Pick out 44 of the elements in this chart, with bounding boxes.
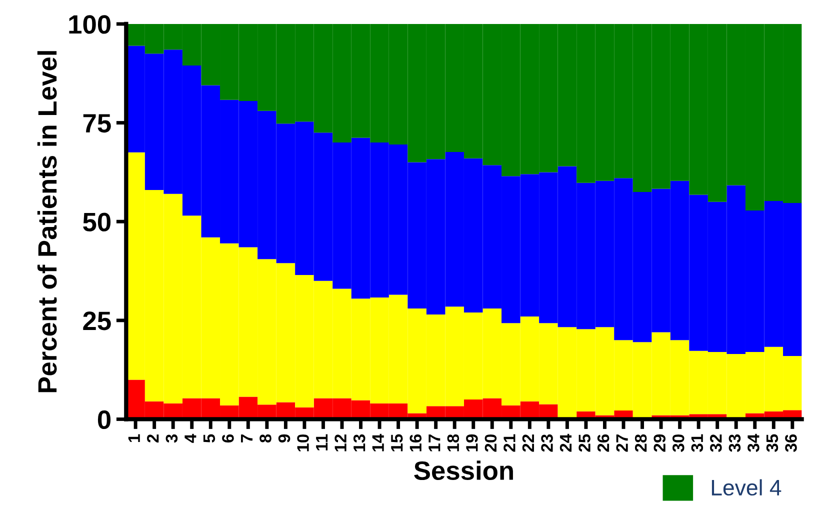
x-tick-label: 5	[203, 434, 216, 443]
x-tick-label: 30	[672, 434, 684, 452]
legend-label: Level 4	[712, 479, 782, 496]
x-tick-label: 26	[597, 434, 610, 452]
y-tick-label: 25	[83, 312, 111, 330]
x-tick-label: 34	[748, 434, 760, 452]
x-tick-label: 16	[410, 434, 422, 452]
x-tick-label: 8	[260, 434, 272, 443]
y-tick-label: 0	[98, 410, 111, 430]
x-tick-label: 1	[128, 434, 140, 442]
x-tick-label: 33	[728, 434, 741, 452]
x-tick-label: 10	[297, 434, 309, 452]
x-tick-label: 9	[278, 434, 290, 442]
x-tick-label: 36	[785, 434, 797, 452]
y-tick-label: 100	[69, 15, 111, 34]
x-tick-label: 27	[616, 434, 628, 452]
x-tick-label: 28	[634, 434, 647, 452]
x-tick-label: 17	[428, 434, 440, 452]
x-tick-label: 31	[691, 434, 704, 452]
x-tick-label: 23	[541, 434, 553, 452]
x-tick-label: 22	[522, 434, 534, 452]
x-tick-label: 6	[222, 434, 234, 442]
x-tick-label: 21	[504, 434, 516, 452]
x-tick-label: 19	[466, 434, 478, 452]
y-tick-label: 50	[83, 212, 111, 232]
x-tick-label: 14	[372, 434, 384, 452]
x-tick-label: 35	[766, 434, 778, 452]
x-tick-label: 24	[560, 434, 572, 452]
x-tick-label: 15	[391, 434, 403, 452]
x-tick-label: 25	[578, 434, 590, 452]
y-tick-label: 75	[83, 114, 111, 133]
x-tick-label: 4	[184, 434, 196, 443]
x-tick-label: 7	[241, 434, 252, 442]
x-tick-label: 20	[484, 434, 497, 452]
x-tick-label: 18	[447, 434, 460, 452]
x-tick-label: 29	[654, 434, 666, 452]
x-axis-title: Session	[414, 460, 513, 480]
y-axis-title: Percent of Patients in Level	[37, 51, 57, 392]
x-tick-label: 32	[710, 434, 722, 452]
x-tick-label: 13	[353, 434, 366, 452]
x-tick-label: 12	[334, 434, 346, 452]
x-tick-label: 11	[316, 434, 328, 450]
x-tick-label: 2	[146, 434, 159, 442]
x-tick-label: 3	[166, 434, 178, 443]
